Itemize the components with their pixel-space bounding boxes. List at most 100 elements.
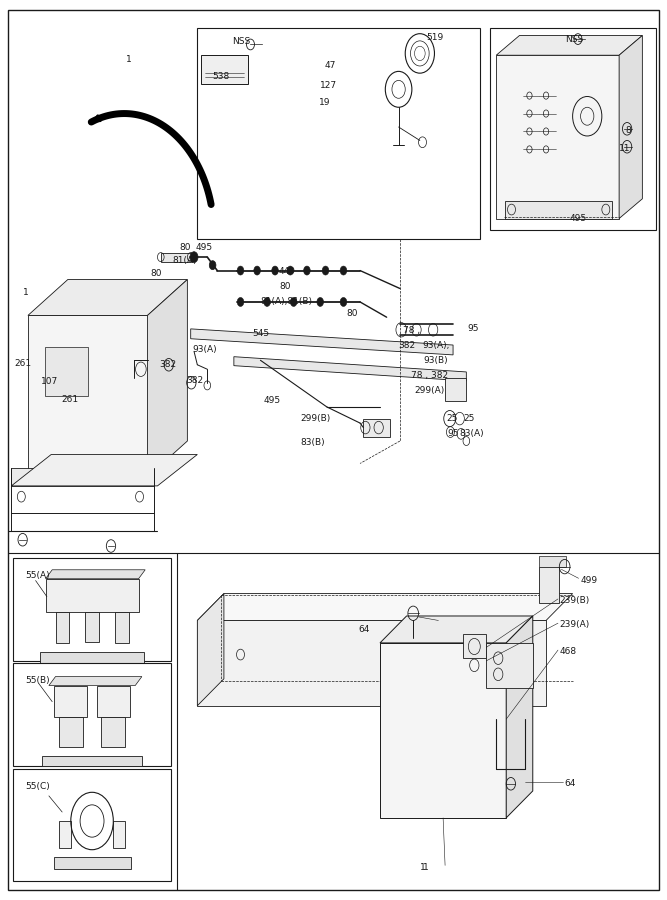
Polygon shape [115, 612, 129, 643]
Text: 80: 80 [151, 269, 162, 278]
Text: 78 ,: 78 , [404, 326, 420, 335]
Polygon shape [506, 616, 533, 818]
Polygon shape [54, 686, 87, 717]
Circle shape [340, 298, 347, 306]
Polygon shape [234, 356, 466, 381]
Text: 382: 382 [399, 340, 416, 349]
Text: 495: 495 [195, 243, 213, 252]
Text: 80: 80 [347, 309, 358, 318]
Text: 93(A),: 93(A), [422, 340, 450, 349]
Text: 55(C): 55(C) [25, 782, 50, 791]
Text: 78 , 382: 78 , 382 [412, 371, 448, 380]
Circle shape [322, 266, 329, 275]
Text: 261: 261 [15, 359, 32, 368]
Circle shape [287, 266, 293, 275]
Text: 127: 127 [320, 81, 338, 90]
Text: 239(A): 239(A) [560, 620, 590, 629]
Polygon shape [197, 620, 546, 706]
Text: 93(A): 93(A) [193, 345, 217, 354]
Circle shape [317, 298, 323, 306]
Text: 495: 495 [570, 214, 587, 223]
Polygon shape [59, 717, 83, 746]
Circle shape [340, 266, 347, 275]
Polygon shape [619, 35, 642, 219]
Polygon shape [505, 201, 612, 219]
Polygon shape [486, 643, 533, 688]
Circle shape [271, 266, 278, 275]
Bar [45, 346, 88, 396]
Bar [13, 662, 171, 766]
Circle shape [209, 261, 216, 270]
Text: 299(B): 299(B) [300, 414, 331, 423]
Polygon shape [445, 378, 466, 400]
Circle shape [290, 298, 297, 306]
Polygon shape [364, 418, 390, 436]
Polygon shape [540, 567, 560, 602]
Text: 468: 468 [560, 647, 576, 656]
Text: 95: 95 [447, 429, 459, 438]
Polygon shape [49, 677, 142, 686]
Polygon shape [380, 643, 506, 818]
Circle shape [237, 298, 244, 306]
Polygon shape [147, 280, 187, 477]
Text: 107: 107 [41, 377, 59, 386]
Text: 19: 19 [319, 98, 330, 107]
Polygon shape [161, 253, 191, 262]
Text: 519: 519 [426, 32, 444, 41]
Text: 1: 1 [423, 863, 429, 872]
Polygon shape [11, 454, 197, 486]
Polygon shape [28, 315, 147, 477]
Text: 93(B): 93(B) [424, 356, 448, 364]
Polygon shape [40, 652, 144, 663]
Text: 81(A): 81(A) [173, 256, 197, 266]
Text: 83(A): 83(A) [459, 429, 484, 438]
Circle shape [263, 298, 270, 306]
Polygon shape [97, 686, 130, 717]
Text: 8: 8 [626, 126, 632, 135]
Circle shape [303, 266, 310, 275]
Polygon shape [101, 717, 125, 746]
Bar [197, 28, 480, 239]
Polygon shape [191, 328, 453, 355]
Polygon shape [496, 35, 642, 55]
Polygon shape [45, 570, 145, 579]
Polygon shape [59, 821, 71, 848]
Polygon shape [28, 280, 187, 315]
Text: 239(B): 239(B) [560, 596, 590, 605]
Text: 499: 499 [580, 576, 598, 585]
Text: 55(B): 55(B) [25, 676, 50, 685]
Text: 83(B): 83(B) [300, 438, 325, 447]
Text: 80: 80 [179, 243, 191, 252]
Polygon shape [45, 579, 139, 612]
Polygon shape [53, 857, 131, 869]
Polygon shape [113, 821, 125, 848]
Polygon shape [42, 755, 142, 766]
Bar [13, 558, 171, 661]
Polygon shape [540, 556, 566, 567]
Text: 47: 47 [325, 61, 336, 70]
Text: 64: 64 [565, 779, 576, 788]
Text: 64: 64 [359, 625, 370, 634]
Text: 25: 25 [463, 414, 474, 423]
Text: 299(A): 299(A) [414, 386, 445, 395]
Text: 25: 25 [446, 414, 458, 423]
Text: 11: 11 [619, 144, 630, 153]
Text: 538: 538 [213, 72, 230, 81]
Bar [201, 55, 249, 84]
Polygon shape [55, 612, 69, 643]
Circle shape [253, 266, 260, 275]
Polygon shape [11, 468, 154, 486]
Text: NSS: NSS [565, 34, 583, 43]
Circle shape [190, 252, 198, 263]
Circle shape [237, 266, 244, 275]
Polygon shape [380, 616, 533, 643]
Text: 81(A),81(B): 81(A),81(B) [260, 297, 312, 306]
Text: 80: 80 [279, 283, 291, 292]
Bar [490, 28, 656, 230]
Polygon shape [496, 55, 619, 219]
Polygon shape [197, 594, 573, 620]
Text: 95: 95 [468, 324, 479, 333]
Polygon shape [85, 612, 99, 642]
Bar [13, 769, 171, 881]
Text: 1: 1 [23, 288, 29, 297]
